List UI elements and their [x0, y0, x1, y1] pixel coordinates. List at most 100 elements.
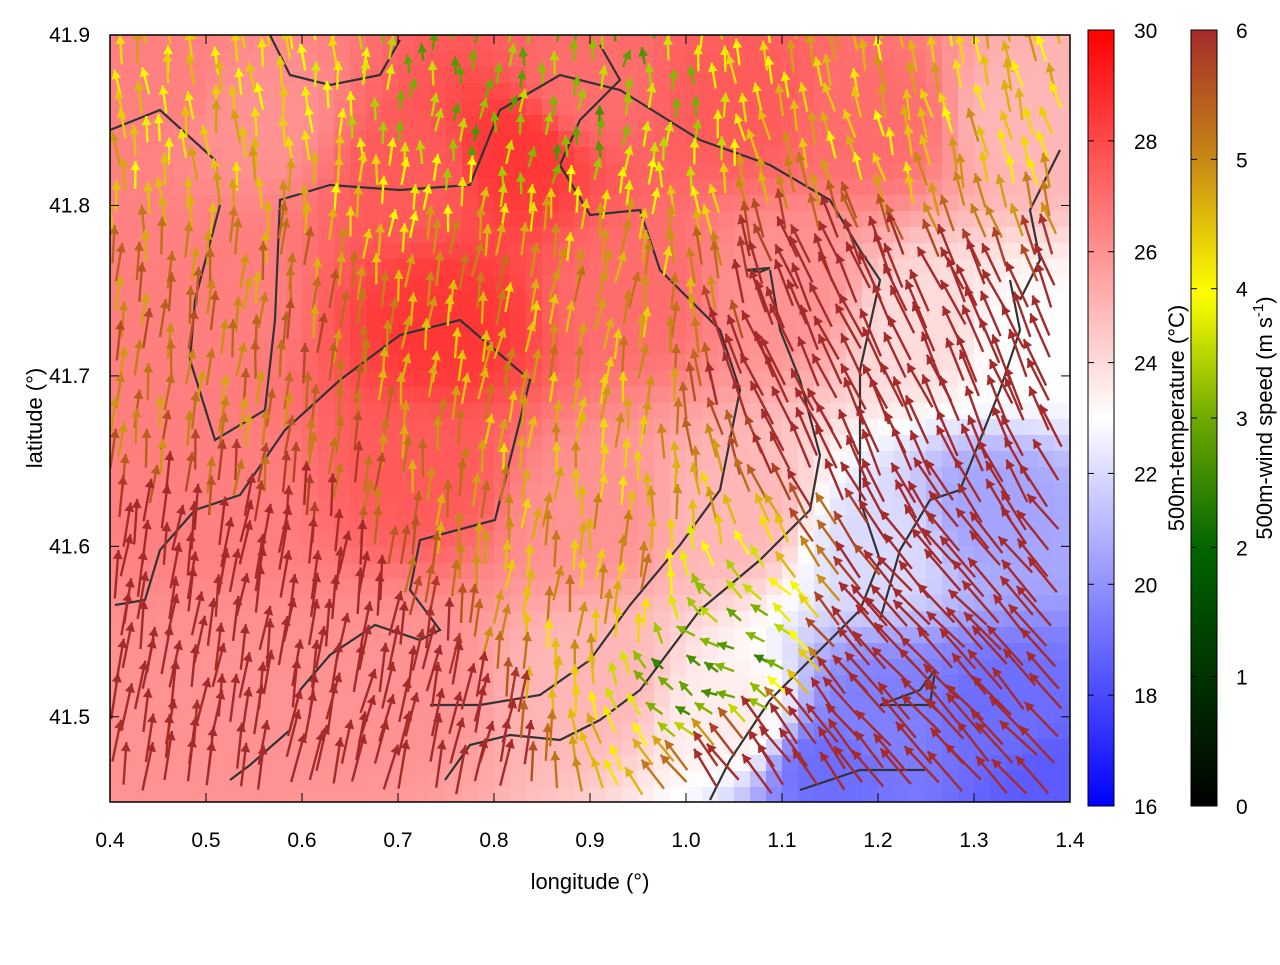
temperature-cell: [174, 323, 191, 340]
temperature-cell: [318, 387, 335, 404]
temperature-cell: [318, 195, 335, 212]
temperature-cell: [414, 195, 431, 212]
temperature-cell: [718, 227, 735, 244]
temperature-cell: [126, 771, 143, 788]
temperature-cell: [222, 531, 239, 548]
temperature-cell: [142, 787, 159, 804]
temperature-cell: [718, 675, 735, 692]
temperature-cell: [190, 163, 207, 180]
temperature-cell: [1022, 403, 1039, 420]
temperature-cell: [590, 531, 607, 548]
temperature-cell: [654, 371, 671, 388]
temperature-cell: [366, 275, 383, 292]
temperature-cell: [318, 115, 335, 132]
temperature-cell: [414, 371, 431, 388]
temperature-cell: [478, 787, 495, 804]
temperature-cell: [606, 115, 623, 132]
temperature-cell: [462, 275, 479, 292]
temperature-cell: [942, 787, 959, 804]
temperature-cell: [958, 595, 975, 612]
temperature-cell: [190, 243, 207, 260]
temperature-cell: [670, 35, 687, 52]
temperature-cell: [222, 627, 239, 644]
temperature-cell: [670, 147, 687, 164]
temperature-cell: [366, 163, 383, 180]
temperature-cell: [686, 675, 703, 692]
temperature-cell: [526, 99, 543, 116]
temperature-cell: [958, 211, 975, 228]
wind-arrow-shaft: [733, 11, 735, 35]
temperature-cell: [238, 307, 255, 324]
temperature-cell: [462, 211, 479, 228]
temperature-cell: [878, 435, 895, 452]
temperature-cell: [414, 387, 431, 404]
temperature-cell: [142, 387, 159, 404]
temperature-cell: [318, 547, 335, 564]
temperature-cell: [670, 131, 687, 148]
temperature-cell: [782, 83, 799, 100]
temperature-cell: [1006, 723, 1023, 740]
temperature-cell: [1054, 611, 1071, 628]
temperature-cell: [686, 771, 703, 788]
temperature-cell: [718, 211, 735, 228]
temperature-cell: [702, 163, 719, 180]
temperature-cell: [462, 99, 479, 116]
temperature-cell: [206, 787, 223, 804]
temperature-cell: [878, 227, 895, 244]
temperature-cell: [270, 163, 287, 180]
temperature-cell: [1054, 67, 1071, 84]
temperature-cell: [270, 275, 287, 292]
temperature-cell: [590, 787, 607, 804]
temperature-cell: [382, 195, 399, 212]
temperature-cell: [174, 307, 191, 324]
temperature-cell: [430, 451, 447, 468]
temperature-cell: [654, 595, 671, 612]
wind-arrow-shaft: [872, 8, 882, 38]
wind-arrow: [870, 8, 882, 38]
temperature-cell: [334, 387, 351, 404]
temperature-cell: [654, 531, 671, 548]
temperature-cell: [494, 83, 511, 100]
temperature-cell: [734, 515, 751, 532]
temperature-cell: [430, 483, 447, 500]
wind-arrow: [211, 6, 221, 36]
temperature-cell: [222, 755, 239, 772]
temperature-cell: [142, 611, 159, 628]
wind-arrow-head: [894, 16, 904, 26]
temperature-cell: [254, 771, 271, 788]
temperature-cell: [510, 531, 527, 548]
temperature-cell: [462, 195, 479, 212]
temperature-cell: [830, 51, 847, 68]
temperature-cell: [190, 467, 207, 484]
temperature-cell: [910, 595, 927, 612]
temperature-cell: [270, 659, 287, 676]
temperature-cell: [414, 115, 431, 132]
temperature-cell: [558, 195, 575, 212]
temperature-cell: [750, 659, 767, 676]
temperature-cell: [1054, 227, 1071, 244]
temperature-cell: [766, 739, 783, 756]
temperature-cell: [478, 35, 495, 52]
temperature-cell: [1054, 195, 1071, 212]
temperature-cell: [830, 83, 847, 100]
temperature-cell: [910, 643, 927, 660]
temperature-cell: [462, 227, 479, 244]
temperature-cell: [1054, 291, 1071, 308]
temperature-cell: [670, 659, 687, 676]
temperature-cell: [510, 195, 527, 212]
temperature-cell: [366, 435, 383, 452]
temperature-cell: [590, 579, 607, 596]
temperature-cell: [862, 787, 879, 804]
temperature-cell: [174, 707, 191, 724]
temperature-cell: [670, 339, 687, 356]
wind-arrow-head: [762, 16, 772, 26]
temperature-cell: [622, 35, 639, 52]
temperature-cell: [862, 131, 879, 148]
temperature-cell: [430, 131, 447, 148]
temperature-cell: [670, 355, 687, 372]
temperature-cell: [910, 467, 927, 484]
temperature-cell: [158, 787, 175, 804]
temperature-cell: [110, 99, 127, 116]
temperature-cell: [558, 387, 575, 404]
temperature-cell: [222, 131, 239, 148]
